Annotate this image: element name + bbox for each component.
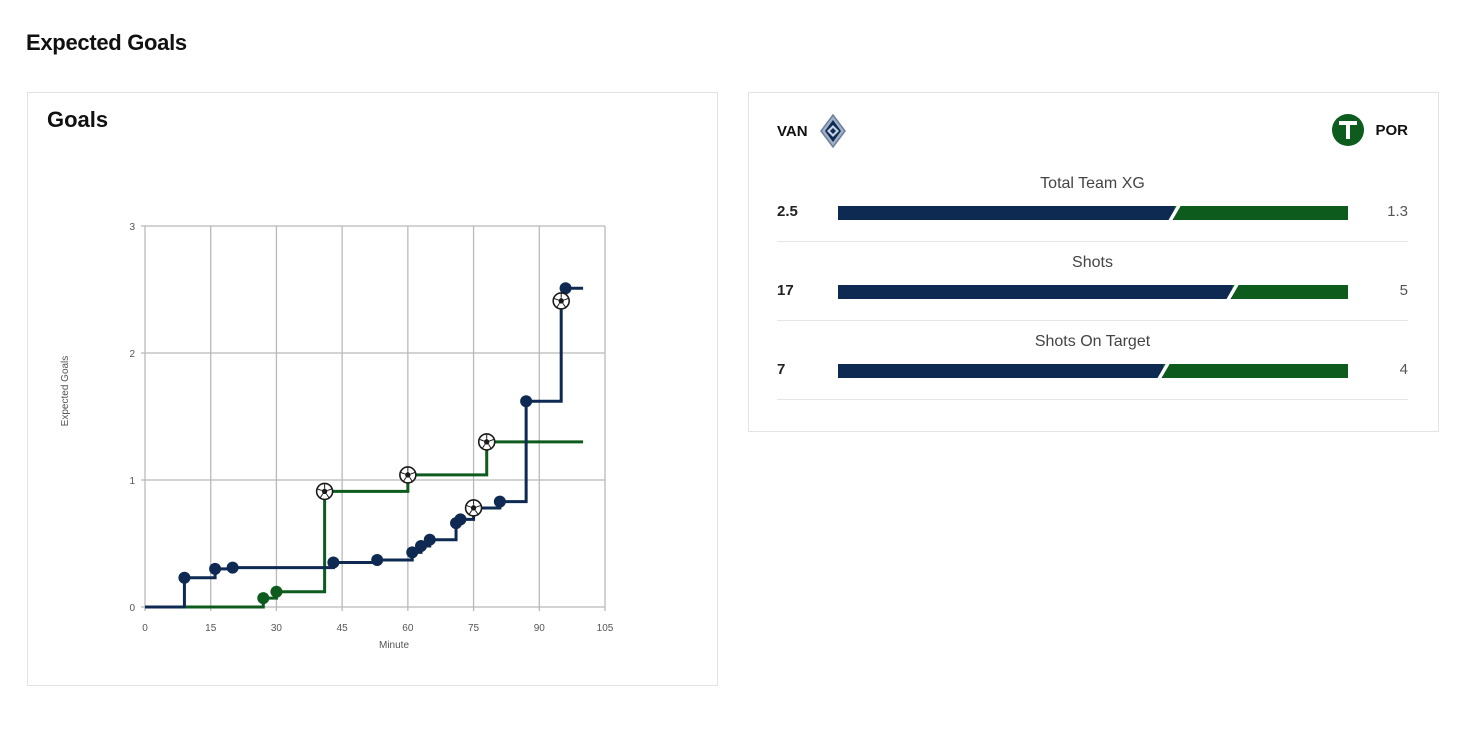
stat-label: Shots On Target [1034, 333, 1151, 350]
shot-point-van [406, 546, 419, 559]
stat-bar-home [838, 206, 1174, 220]
shot-point-van [423, 533, 436, 546]
stat-home-value: 2.5 [777, 203, 798, 220]
stat-label: Total Team XG [1040, 175, 1145, 192]
x-tick-label: 60 [402, 623, 414, 634]
shot-point-van [178, 571, 191, 584]
stat-bar-away [1232, 285, 1348, 299]
page-title: Expected Goals [26, 30, 187, 55]
stat-row-shots-on-target: Shots On Target 7 4 [777, 321, 1408, 400]
whitecaps-crest-icon [819, 113, 846, 149]
home-team-code: VAN [777, 122, 808, 140]
stat-bar-away [1162, 364, 1348, 378]
chart-title: Goals [47, 107, 109, 132]
timbers-crest-icon [1332, 114, 1365, 146]
chart-grid [141, 225, 606, 611]
stat-bar [838, 285, 1348, 299]
goal-ball-icon-van [552, 292, 570, 310]
x-axis-label: Minute [379, 640, 409, 651]
x-tick-label: 15 [205, 623, 217, 634]
stat-row-total-xg: Total Team XG 2.5 1.3 [777, 163, 1408, 242]
x-tick-label: 90 [534, 623, 546, 634]
xg-chart-card: 0 15 30 45 60 75 90 105 0 1 2 3 Minute Expected Goa… [27, 92, 718, 686]
goal-ball-icon-van [464, 499, 483, 517]
y-axis-label: Expected Goals [60, 356, 71, 427]
stat-row-shots: Shots 17 5 [777, 242, 1408, 321]
away-team: POR [1331, 113, 1408, 147]
chart-markers [178, 282, 572, 605]
away-team-code: POR [1375, 121, 1408, 139]
x-tick-label: 45 [337, 623, 349, 634]
shot-point-van [559, 282, 572, 295]
stat-bar [838, 364, 1348, 378]
match-stats-card: VAN POR Total Team XG 2.5 1.3 Shots 17 [748, 92, 1439, 432]
shot-point-van [493, 495, 506, 508]
y-tick-label: 2 [129, 349, 135, 360]
stat-bar-home [838, 285, 1233, 299]
goal-ball-icon-por [315, 482, 334, 501]
goal-ball-icon-por [477, 433, 496, 451]
shot-point-por [257, 592, 270, 605]
x-tick-label: 75 [468, 623, 480, 634]
xg-chart: 0 15 30 45 60 75 90 105 0 1 2 3 Minute Expected Goa… [60, 222, 614, 651]
shot-point-van [415, 540, 427, 553]
y-tick-label: 0 [129, 603, 135, 614]
goal-ball-icon-por [399, 466, 417, 484]
home-team: VAN [777, 113, 848, 149]
shot-point-van [327, 556, 340, 569]
stat-away-value: 5 [1399, 282, 1408, 299]
x-tick-label: 0 [142, 623, 148, 634]
stat-bar-home [838, 364, 1163, 378]
stat-away-value: 1.3 [1387, 203, 1408, 220]
stat-away-value: 4 [1399, 361, 1408, 378]
stat-label: Shots [1072, 254, 1113, 271]
shot-point-van [520, 395, 533, 408]
shot-point-van [454, 513, 467, 526]
shot-point-van [209, 562, 222, 575]
stat-bar [838, 206, 1348, 220]
stat-bar-away [1173, 206, 1348, 220]
shot-point-van [371, 554, 384, 567]
stat-home-value: 7 [777, 361, 786, 378]
stat-home-value: 17 [777, 282, 794, 299]
y-tick-label: 3 [129, 222, 135, 233]
chart-axes: 0 15 30 45 60 75 90 105 0 1 2 3 [129, 222, 613, 634]
x-tick-label: 30 [271, 623, 283, 634]
y-tick-label: 1 [129, 476, 135, 487]
shot-point-por [270, 585, 283, 598]
shot-point-van [226, 561, 239, 574]
x-tick-label: 105 [597, 623, 614, 634]
